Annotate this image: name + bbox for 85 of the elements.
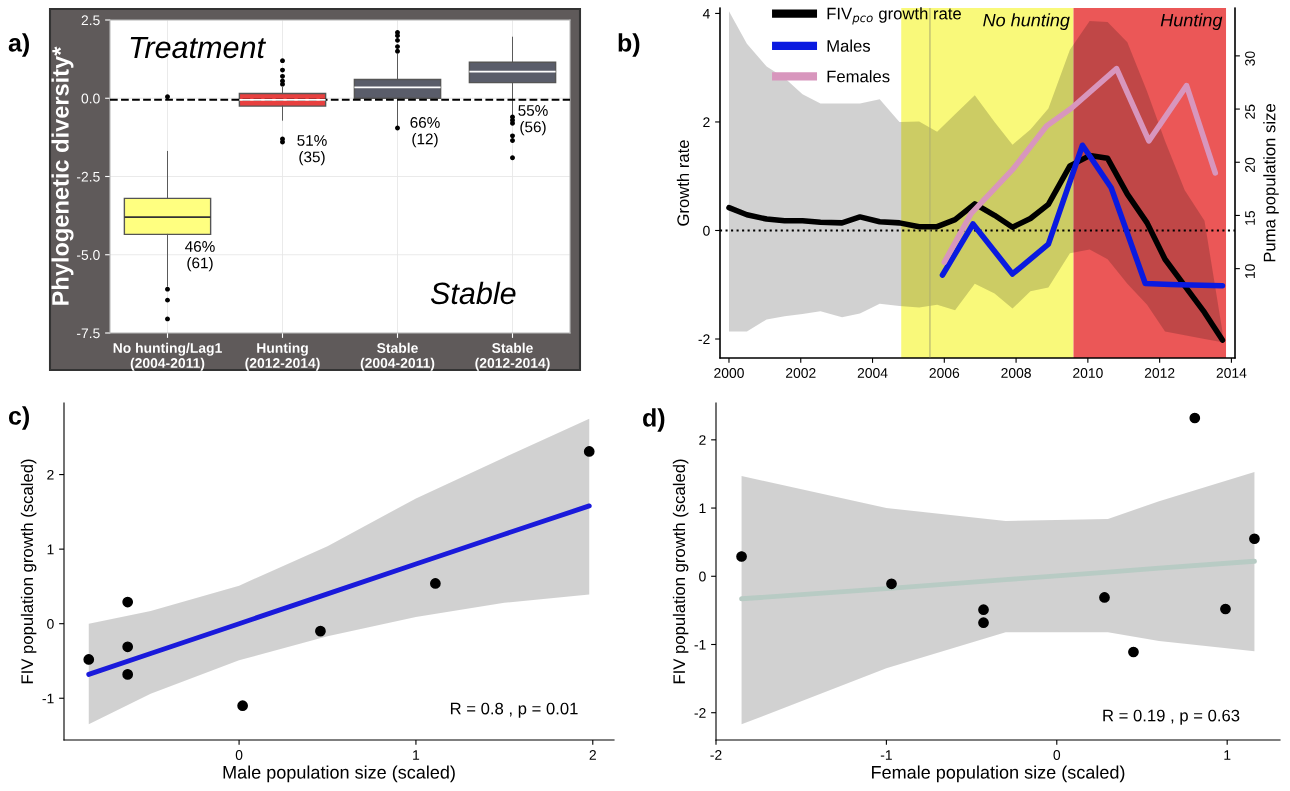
x-tick-label: Stable (2004-2011) bbox=[360, 342, 435, 371]
y-tick-label: -2 bbox=[694, 708, 706, 718]
text: a) bbox=[8, 33, 29, 57]
band-label: No hunting bbox=[983, 13, 1070, 31]
line-series bbox=[86, 503, 592, 677]
x-tick-label: 1 bbox=[1224, 750, 1231, 760]
y-tick-label: -2.5 bbox=[76, 171, 100, 182]
x-tick-label: 2008 bbox=[1001, 368, 1031, 378]
y-tick-label: -2 bbox=[698, 334, 710, 345]
point bbox=[237, 700, 248, 712]
y-tick-label: 0 bbox=[47, 619, 54, 629]
y2-tick-label: 20 bbox=[1245, 157, 1255, 172]
point bbox=[1128, 646, 1139, 658]
point bbox=[1189, 412, 1201, 424]
x-tick-label: Hunting (2012-2014) bbox=[245, 342, 320, 371]
text: c) bbox=[8, 406, 29, 430]
legend-label: FIV$_{pco}$ growth rate bbox=[827, 7, 961, 25]
x-tick-label: No hunting/Lag1 (2004-2011) bbox=[113, 342, 222, 371]
y-tick-label: 1 bbox=[699, 503, 706, 514]
x-tick-label: 2012 bbox=[1144, 368, 1175, 378]
y2-tick-label: 15 bbox=[1245, 211, 1255, 225]
y-tick-label: 2 bbox=[699, 435, 706, 445]
point bbox=[978, 604, 989, 616]
annotation: R = 0.19 , p = 0.63 bbox=[1103, 709, 1240, 725]
legend-label: Females bbox=[827, 70, 890, 83]
y-tick-label: -1 bbox=[694, 639, 706, 650]
point bbox=[83, 654, 95, 665]
annotation: Stable bbox=[430, 281, 516, 305]
y-tick-label: 4 bbox=[702, 8, 710, 19]
y-tick-label: 2.5 bbox=[81, 15, 100, 26]
y-tick-label: -7.5 bbox=[76, 328, 100, 339]
point bbox=[1099, 592, 1110, 603]
band-label: Hunting bbox=[1160, 13, 1223, 31]
annotation: 46% (61) bbox=[185, 241, 215, 272]
y-tick-label: 0.0 bbox=[81, 93, 100, 104]
y2-tick-label: 10 bbox=[1245, 264, 1255, 278]
point bbox=[886, 578, 897, 590]
point bbox=[1220, 603, 1231, 615]
point bbox=[122, 596, 134, 608]
point bbox=[122, 669, 134, 680]
annotation: Treatment bbox=[130, 36, 267, 59]
y-axis-title: FIV population growth (scaled) bbox=[20, 459, 37, 684]
point bbox=[978, 617, 989, 629]
text: b) bbox=[618, 33, 640, 57]
y-tick-label: 0 bbox=[699, 571, 706, 582]
point bbox=[583, 446, 595, 457]
text: d) bbox=[643, 408, 665, 432]
x-axis-title: Male population size (scaled) bbox=[223, 765, 455, 783]
point bbox=[1249, 533, 1260, 545]
x-tick-label: -2 bbox=[710, 750, 722, 760]
x-tick-label: 0 bbox=[1053, 750, 1061, 760]
y-tick-label: 2 bbox=[47, 469, 54, 480]
x-tick-label: 2002 bbox=[786, 368, 816, 378]
point bbox=[315, 625, 326, 637]
y2-tick-label: 25 bbox=[1245, 104, 1255, 119]
point bbox=[122, 641, 134, 653]
x-tick-label: 2014 bbox=[1216, 368, 1247, 378]
annotation: R = 0.8 , p = 0.01 bbox=[450, 702, 578, 718]
x-tick-label: 2004 bbox=[857, 368, 888, 378]
point bbox=[430, 578, 441, 589]
line-series bbox=[739, 558, 1257, 602]
y-tick-label: 0 bbox=[703, 225, 710, 236]
y2-tick-label: 30 bbox=[1245, 51, 1255, 66]
x-axis-title: Female population size (scaled) bbox=[872, 765, 1125, 783]
legend-label: Males bbox=[827, 39, 871, 52]
y2-axis-title: Puma population size bbox=[1263, 104, 1279, 262]
y-axis-title: Growth rate bbox=[676, 140, 690, 226]
x-tick-label: 2006 bbox=[929, 368, 960, 378]
point bbox=[736, 551, 747, 562]
x-tick-label: 2000 bbox=[714, 368, 744, 378]
y-tick-label: 2 bbox=[703, 117, 710, 127]
x-tick-label: 2 bbox=[589, 750, 596, 760]
annotation: 55% (56) bbox=[518, 105, 548, 136]
y-axis-title: FIV population growth (scaled) bbox=[672, 459, 689, 684]
y-tick-label: -5.0 bbox=[76, 250, 100, 260]
x-tick-label: 2010 bbox=[1073, 368, 1103, 378]
x-tick-label: -1 bbox=[880, 750, 892, 760]
x-tick-label: 1 bbox=[413, 750, 420, 760]
y-axis-title: Phylogenetic diversity* bbox=[51, 46, 74, 305]
x-tick-label: Stable (2012-2014) bbox=[475, 342, 550, 371]
y-tick-label: 1 bbox=[47, 544, 54, 555]
x-tick-label: 0 bbox=[235, 750, 243, 760]
annotation: 51% (35) bbox=[297, 135, 327, 166]
y-tick-label: -1 bbox=[42, 693, 54, 704]
annotation: 66% (12) bbox=[410, 117, 440, 148]
